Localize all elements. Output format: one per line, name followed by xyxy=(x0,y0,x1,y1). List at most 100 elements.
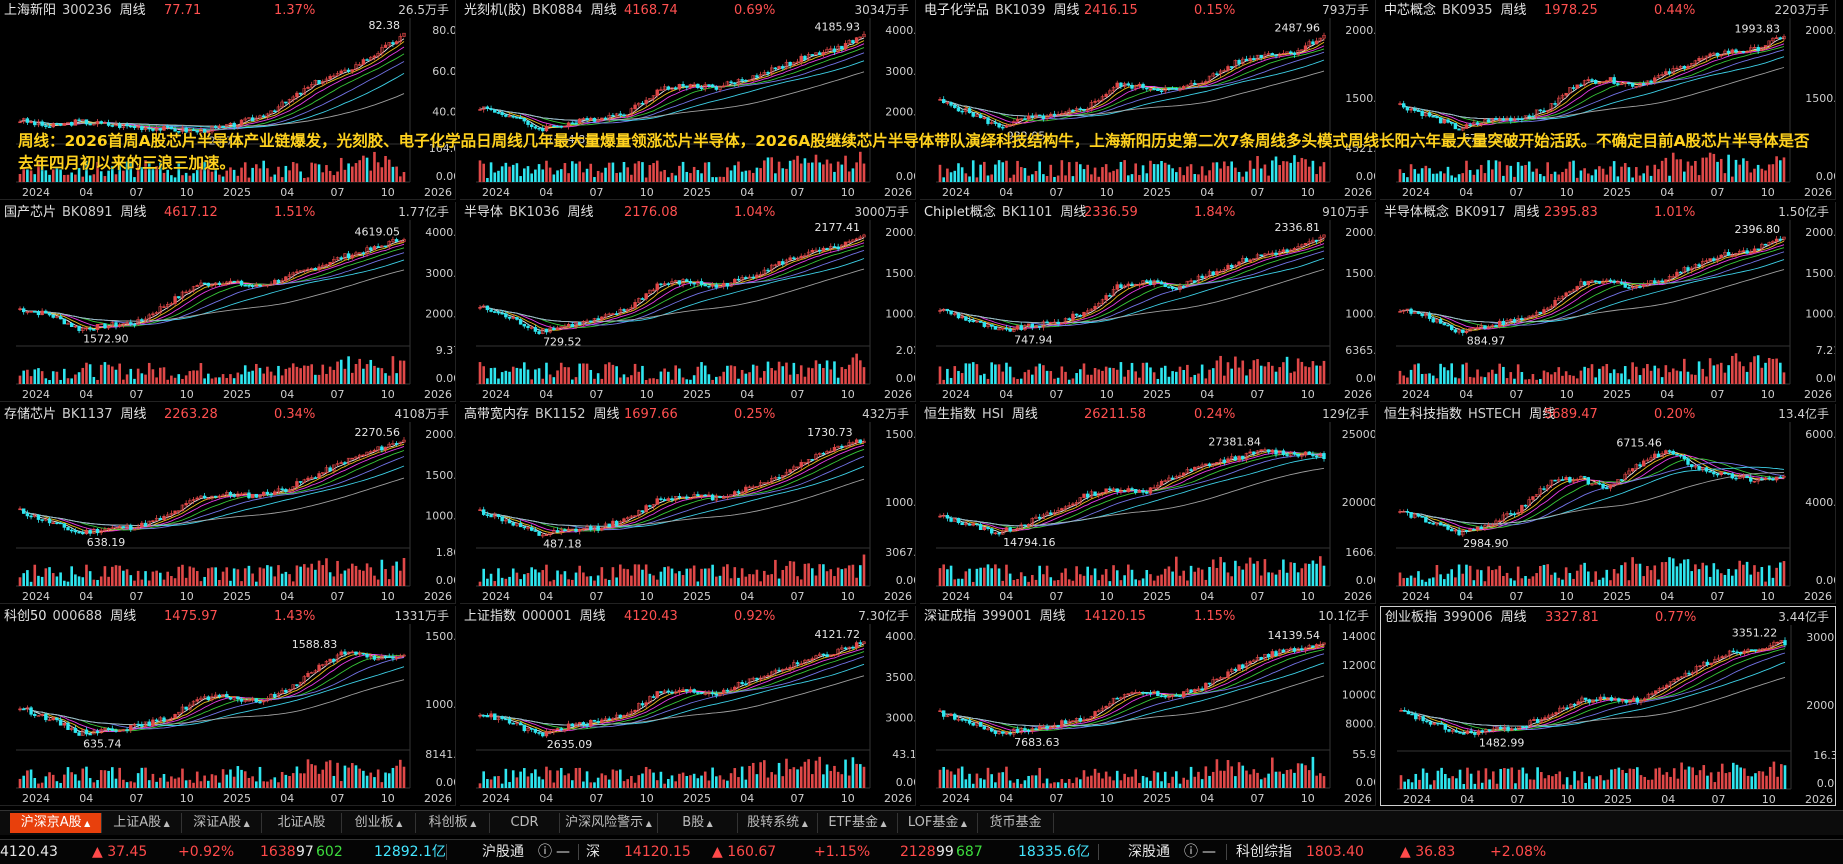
volume-bar xyxy=(163,774,166,788)
candle-body xyxy=(1410,109,1413,110)
volume-bar xyxy=(770,772,773,788)
candle-body xyxy=(133,324,136,325)
volume-bar xyxy=(1131,363,1134,384)
volume-bar xyxy=(486,579,489,586)
candle-body xyxy=(1160,91,1163,92)
volume-bar xyxy=(1308,367,1311,384)
candle-body xyxy=(340,463,343,464)
volume-bar xyxy=(100,365,103,384)
time-axis-tick: 2024 xyxy=(1402,388,1430,401)
volume-bar xyxy=(1665,365,1668,384)
candle-body xyxy=(329,659,332,661)
volume-bar xyxy=(829,369,832,384)
low-price-label: 2635.09 xyxy=(547,738,593,751)
candle-body xyxy=(1698,58,1701,60)
volume-bar xyxy=(1123,377,1126,384)
volume-bar xyxy=(634,364,637,384)
candle-body xyxy=(957,518,960,522)
volume-bar xyxy=(1642,368,1645,384)
price-axis-tick: 2000.00 xyxy=(1345,226,1376,239)
candle-body xyxy=(1230,265,1233,267)
volume-bar xyxy=(1090,575,1093,586)
volume-bar xyxy=(575,768,578,788)
volume-bar xyxy=(560,363,563,384)
volume-bar xyxy=(1447,370,1450,384)
volume-bar xyxy=(1094,368,1097,384)
volume-bar xyxy=(1443,579,1446,586)
candle-body xyxy=(63,723,66,725)
volume-bar xyxy=(1661,377,1664,384)
volume-bar xyxy=(1749,575,1752,586)
candle-body xyxy=(1079,718,1082,721)
volume-bar xyxy=(1219,557,1222,586)
candle-body xyxy=(1238,456,1241,460)
moving-average-line xyxy=(480,676,864,725)
volume-bar xyxy=(185,375,188,384)
candle-body xyxy=(1631,287,1634,288)
candle-body xyxy=(1049,114,1052,116)
volume-bar xyxy=(19,779,22,788)
volume-bar xyxy=(942,177,945,182)
volume-bar xyxy=(251,776,254,788)
volume-bar xyxy=(248,778,251,788)
volume-bar xyxy=(1304,366,1307,384)
volume-bar xyxy=(593,782,596,788)
volume-bar xyxy=(1753,356,1756,384)
moving-average-line xyxy=(1400,463,1784,525)
volume-bar xyxy=(697,581,700,586)
moving-average-line xyxy=(1400,270,1784,323)
candle-body xyxy=(744,487,747,492)
candle-body xyxy=(140,320,143,321)
volume-bar xyxy=(200,781,203,788)
candle-body xyxy=(1731,474,1734,478)
volume-bar xyxy=(549,374,552,384)
price-axis-tick: 3000.00 xyxy=(885,712,916,725)
candle-body xyxy=(1727,473,1730,474)
volume-bar xyxy=(1134,579,1137,586)
candle-body xyxy=(1576,479,1579,480)
volume-bar xyxy=(1742,565,1745,586)
candle-body xyxy=(479,715,482,716)
candle-body xyxy=(1513,319,1516,321)
candle-body xyxy=(44,311,47,313)
candle-body xyxy=(994,326,997,329)
low-price-label: 2984.90 xyxy=(1463,537,1509,550)
candle-body xyxy=(1315,240,1318,241)
volume-bar xyxy=(1679,371,1682,384)
moving-average-line xyxy=(20,653,404,733)
candle-body xyxy=(1779,38,1782,39)
volume-bar xyxy=(1319,366,1322,384)
volume-bar xyxy=(336,763,339,788)
volume-bar xyxy=(1594,377,1597,384)
volume-bar xyxy=(45,776,48,788)
volume-bar xyxy=(1546,564,1549,586)
candle-body xyxy=(129,322,132,324)
time-axis-tick: 04 xyxy=(1660,388,1674,401)
candle-body xyxy=(273,492,276,495)
volume-bar xyxy=(1278,367,1281,384)
volume-bar xyxy=(333,370,336,384)
candle-body xyxy=(994,123,997,124)
volume-bar xyxy=(1768,358,1771,384)
volume-bar xyxy=(1546,372,1549,384)
candle-body xyxy=(1027,524,1030,525)
volume-bar xyxy=(381,560,384,586)
candle-body xyxy=(395,42,398,44)
volume-bar xyxy=(1528,579,1531,586)
candle-body xyxy=(347,70,350,71)
volume-bar xyxy=(1450,363,1453,384)
volume-bar xyxy=(781,776,784,788)
moving-average-line xyxy=(20,457,404,529)
candle-body xyxy=(1432,116,1435,117)
